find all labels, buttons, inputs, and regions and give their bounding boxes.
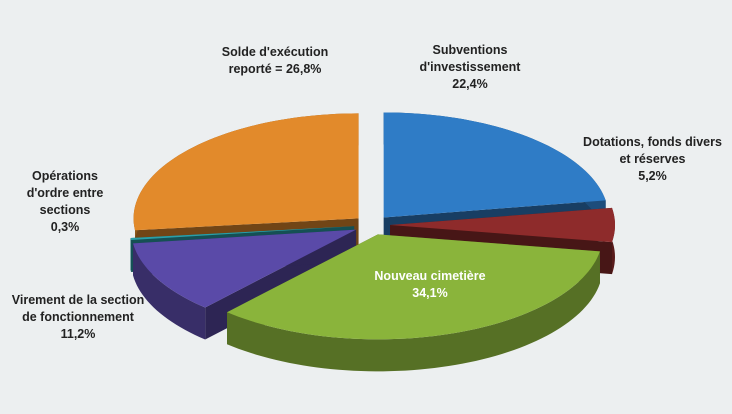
value-label: 5,2%	[638, 168, 667, 183]
slice-side	[133, 243, 206, 340]
value-label: 11,2%	[60, 326, 96, 341]
value-label: = 26,8%	[275, 61, 322, 76]
slice-label: Solde d'exécution reporté = 26,8%	[200, 44, 350, 78]
slice-label: Nouveau cimetière 34,1%	[370, 268, 490, 302]
slice-side	[130, 238, 132, 273]
slice-label: Virement de la section de fonctionnement…	[8, 292, 148, 343]
value-label: 34,1%	[412, 285, 448, 300]
value-label: 22,4%	[452, 76, 488, 91]
value-label: 0,3%	[50, 219, 80, 234]
category-label: Opérations d'ordre entre sections	[26, 169, 104, 217]
slice	[130, 226, 355, 241]
slice-label: Opérations d'ordre entre sections 0,3%	[10, 168, 120, 236]
slice	[390, 207, 615, 243]
slice	[227, 234, 600, 340]
category-label: Dotations, fonds divers et réserves	[583, 135, 722, 166]
category-label: Solde d'exécution reporté	[221, 45, 329, 76]
slice	[383, 112, 606, 218]
category-label: Nouveau cimetière	[374, 269, 486, 283]
slice	[133, 113, 359, 231]
slice-label: Dotations, fonds divers et réserves 5,2%	[580, 134, 725, 185]
category-label: Subventions d'investissement	[419, 43, 521, 74]
category-label: Virement de la section de fonctionnement	[11, 293, 145, 324]
slice-side	[227, 251, 600, 372]
slice-label: Subventions d'investissement 22,4%	[400, 42, 540, 93]
slice	[133, 229, 357, 308]
